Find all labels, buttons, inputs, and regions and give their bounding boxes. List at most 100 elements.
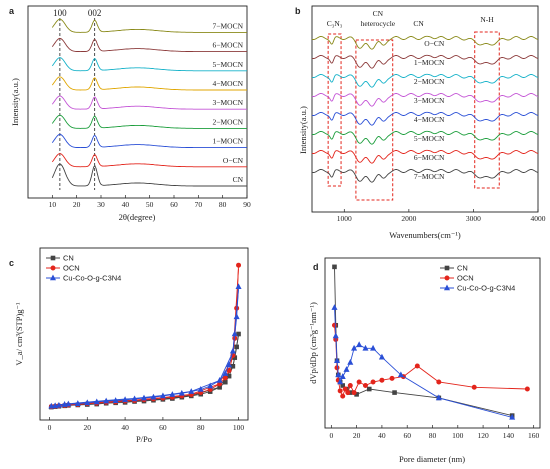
panel-c-point — [226, 361, 233, 368]
panel-a-curve — [51, 57, 247, 72]
panel-c-point — [84, 399, 91, 406]
panel-d-xtick-label: 140 — [503, 431, 515, 440]
panel-c-point — [216, 376, 223, 383]
panel-b-curve — [311, 168, 539, 183]
panel-d-xtick-label: 40 — [378, 431, 386, 440]
panel-c-ylabel: V_a/ cm³(STP)g⁻¹ — [14, 302, 24, 366]
panel-a-curve-label: 5−MOCN — [213, 60, 244, 69]
panel-c-point — [207, 382, 214, 389]
panel-c-point — [140, 394, 148, 401]
panel-d-point — [332, 264, 337, 270]
panel-b-curve-label: 7−MOCN — [414, 172, 445, 181]
panel-a-xtick-label: 90 — [243, 200, 251, 209]
panel-a-curve — [51, 76, 247, 91]
panel-d-xtick-label: 20 — [353, 431, 361, 440]
panel-d-point — [337, 388, 343, 394]
panel-d-point — [435, 394, 442, 401]
panel-d-point — [392, 390, 397, 395]
panel-c-point — [48, 402, 55, 409]
panel-d-point — [333, 357, 341, 364]
panel-d-point — [347, 383, 353, 388]
panel-c-point — [61, 401, 68, 407]
panel-b-ftir: b 1000 2000 3000 4000 O−CN 1−MOCN 2−MOCN 3−MOC… — [295, 5, 546, 240]
panel-c-point — [226, 373, 232, 379]
panel-d-point — [370, 379, 376, 385]
panel-a-xlabel: 2θ(degree) — [119, 212, 156, 222]
panel-b-annotation-nh: N-H — [480, 15, 494, 24]
panel-c-point — [229, 347, 236, 354]
panel-c-point — [236, 331, 241, 337]
panel-a-xtick-label: 70 — [195, 200, 203, 209]
panel-c-point — [231, 330, 238, 337]
panel-a-curves — [51, 18, 247, 187]
panel-d-legend-marker — [443, 284, 451, 291]
panel-a-curve-labels: CN O−CN 1−MOCN 2−MOCN 3−MOCN 4−MOCN 5−MOCN 6−MO… — [213, 21, 244, 184]
panel-d-xlabel: Pore diameter (nm) — [399, 454, 465, 464]
panel-d-point — [379, 377, 385, 383]
panel-b-xtick-label: 2000 — [401, 214, 416, 223]
panel-d-point — [366, 386, 372, 392]
panel-d-legend-label: OCN — [457, 274, 474, 283]
panel-a-xtick-label: 20 — [73, 200, 81, 209]
panel-c-point — [150, 393, 157, 400]
panel-d-point — [337, 378, 344, 385]
panel-c-xtick-label: 0 — [48, 423, 52, 432]
panel-d-point — [524, 386, 530, 392]
panel-d-point — [345, 390, 351, 396]
panel-d-point — [334, 365, 340, 371]
panel-d-legend-marker — [444, 265, 450, 271]
panel-c-legend-marker — [49, 274, 57, 281]
panel-b-annotation-cn-heterocycle: heterocycle — [361, 19, 396, 28]
panel-a-frame — [27, 5, 248, 199]
panel-b-curve — [311, 35, 539, 50]
panel-c-ticks: 0 20 40 60 80 100 — [48, 417, 244, 432]
panel-d-point — [332, 332, 339, 339]
panel-d-point — [389, 375, 395, 381]
panel-a-curve — [51, 133, 247, 149]
panel-b-annotation-cn: CN — [413, 19, 424, 28]
panel-d-point — [362, 383, 368, 388]
panel-a-curve — [51, 37, 247, 53]
panel-a-peak-label: 100 — [53, 8, 67, 18]
panel-d-point — [397, 371, 404, 378]
panel-d-xtick-label: 120 — [477, 431, 489, 440]
panel-d-point — [509, 413, 516, 420]
panel-c-xtick-label: 60 — [159, 423, 167, 432]
panel-a-curve-label: 6−MOCN — [213, 41, 244, 50]
panel-a-curve-label: 2−MOCN — [213, 117, 244, 126]
panel-a-curve — [51, 153, 247, 168]
panel-c-xtick-label: 80 — [197, 423, 205, 432]
panel-c-point — [235, 283, 242, 289]
panel-d-point — [335, 371, 342, 378]
panel-a-xtick-label: 50 — [146, 200, 154, 209]
panel-c-legend-marker — [50, 255, 56, 261]
panel-b-ticks: 1000 2000 3000 4000 — [337, 209, 546, 223]
panel-c-legend-label: OCN — [63, 264, 80, 273]
panel-b-frame — [311, 5, 539, 213]
panel-b-curve — [311, 111, 539, 126]
panel-b-curve-label: 5−MOCN — [414, 134, 445, 143]
panel-b-curve-label: 3−MOCN — [414, 96, 445, 105]
panel-b-curve-label: 1−MOCN — [414, 58, 445, 67]
panel-b-curve-label: 4−MOCN — [414, 115, 445, 124]
panel-d-point — [436, 379, 442, 385]
panel-a-ylabel: Intensity(a.u.) — [10, 78, 20, 126]
panel-b-annotation-c3n3: C₃N₃ — [327, 19, 343, 28]
panel-d-letter: d — [313, 262, 319, 272]
panel-d-point — [378, 353, 385, 360]
panel-a-curve — [51, 95, 247, 110]
panel-c-point — [234, 344, 239, 350]
panel-d-xtick-label: 160 — [528, 431, 540, 440]
panel-a-curve-label: 4−MOCN — [213, 79, 244, 88]
panel-b-xtick-label: 3000 — [466, 214, 481, 223]
panel-a-curve — [51, 163, 247, 187]
panel-c-point — [178, 389, 185, 396]
panel-c-point — [197, 385, 204, 392]
panel-d-legend-label: CN — [457, 264, 468, 273]
panel-a-curve-label: 7−MOCN — [213, 21, 244, 30]
panel-c-point — [52, 402, 59, 409]
